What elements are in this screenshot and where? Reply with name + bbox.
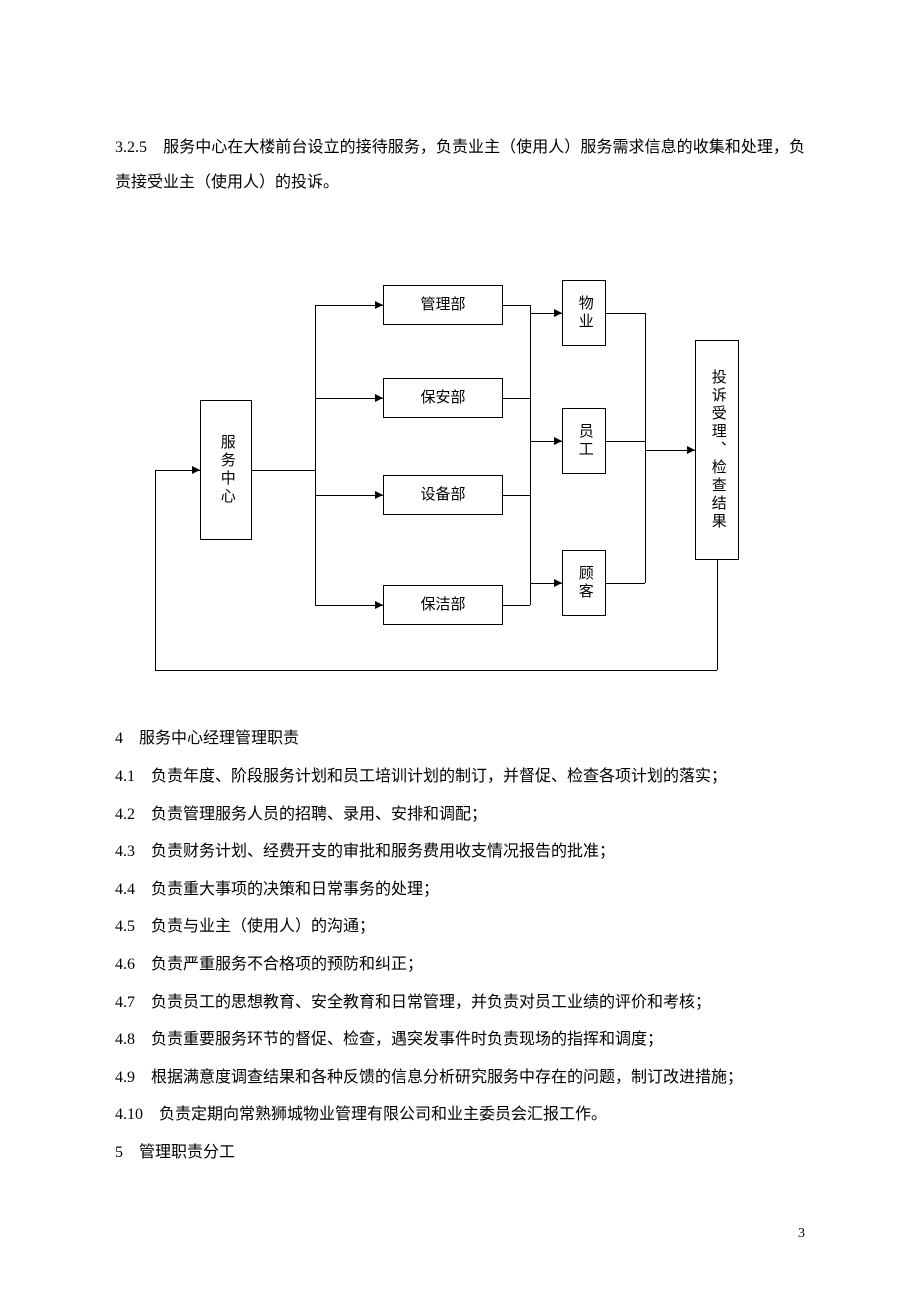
section-5-title: 5 管理职责分工 (115, 1134, 805, 1172)
edge (503, 605, 530, 606)
section-4-item: 4.5 负责与业主（使用人）的沟通； (115, 908, 805, 946)
page-number: 3 (798, 1226, 805, 1242)
arrow-icon (375, 601, 383, 609)
section-4: 4 服务中心经理管理职责 4.1 负责年度、阶段服务计划和员工培训计划的制订，并… (115, 720, 805, 1171)
node-mgmt: 管理部 (383, 285, 503, 325)
edge (503, 305, 530, 306)
node-equip: 设备部 (383, 475, 503, 515)
section-4-item: 4.9 根据满意度调查结果和各种反馈的信息分析研究服务中存在的问题，制订改进措施… (115, 1059, 805, 1097)
arrow-icon (687, 446, 695, 454)
edge (503, 398, 530, 399)
org-flowchart: 服务中心 管理部保安部设备部保洁部 物业员工顾客 投诉受理、检查结果 (115, 250, 805, 680)
edge (315, 398, 383, 399)
node-clean: 保洁部 (383, 585, 503, 625)
edge (315, 495, 383, 496)
edge (606, 441, 645, 442)
arrow-icon (554, 309, 562, 317)
section-4-title: 4 服务中心经理管理职责 (115, 720, 805, 758)
edge (606, 313, 645, 314)
edge (315, 605, 383, 606)
section-4-item: 4.2 负责管理服务人员的招聘、录用、安排和调配； (115, 796, 805, 834)
section-4-item: 4.6 负责严重服务不合格项的预防和纠正； (115, 946, 805, 984)
edge (315, 305, 383, 306)
node-customer: 顾客 (562, 550, 606, 616)
node-property: 物业 (562, 280, 606, 346)
intro-paragraph: 3.2.5 服务中心在大楼前台设立的接待服务，负责业主（使用人）服务需求信息的收… (115, 130, 805, 200)
node-result: 投诉受理、检查结果 (695, 340, 739, 560)
edge (717, 560, 718, 670)
section-4-item: 4.4 负责重大事项的决策和日常事务的处理； (115, 871, 805, 909)
edge (155, 470, 156, 670)
arrow-icon (375, 491, 383, 499)
node-security: 保安部 (383, 378, 503, 418)
section-4-item: 4.10 负责定期向常熟狮城物业管理有限公司和业主委员会汇报工作。 (115, 1096, 805, 1134)
edge (503, 495, 530, 496)
arrow-icon (375, 301, 383, 309)
section-4-item: 4.1 负责年度、阶段服务计划和员工培训计划的制订，并督促、检查各项计划的落实； (115, 758, 805, 796)
edge (315, 305, 316, 605)
section-4-item: 4.3 负责财务计划、经费开支的审批和服务费用收支情况报告的批准； (115, 833, 805, 871)
section-4-item: 4.7 负责员工的思想教育、安全教育和日常管理，并负责对员工业绩的评价和考核； (115, 984, 805, 1022)
arrow-icon (554, 579, 562, 587)
arrow-icon (192, 466, 200, 474)
section-4-item: 4.8 负责重要服务环节的督促、检查，遇突发事件时负责现场的指挥和调度； (115, 1021, 805, 1059)
edge (252, 470, 315, 471)
node-staff: 员工 (562, 408, 606, 474)
edge (606, 583, 645, 584)
arrow-icon (554, 437, 562, 445)
edge (155, 670, 717, 671)
arrow-icon (375, 394, 383, 402)
edge (530, 305, 531, 605)
edge (645, 313, 646, 583)
node-service_center: 服务中心 (200, 400, 252, 540)
